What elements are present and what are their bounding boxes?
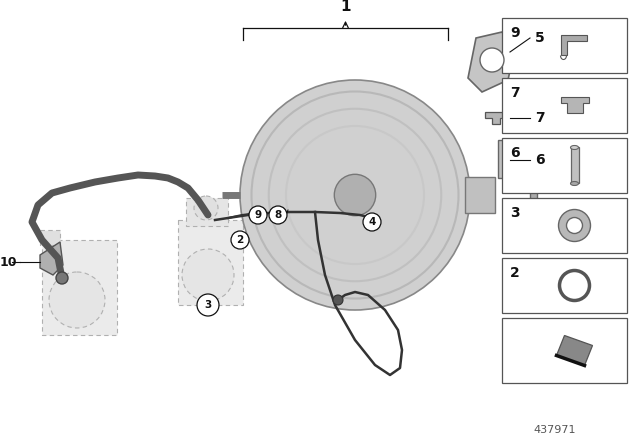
Text: 437971: 437971 — [534, 425, 576, 435]
Circle shape — [231, 231, 249, 249]
Text: 8: 8 — [275, 210, 282, 220]
Circle shape — [49, 272, 105, 328]
Text: 3: 3 — [510, 206, 520, 220]
Polygon shape — [40, 242, 63, 275]
Bar — [178, 220, 243, 305]
Polygon shape — [561, 35, 586, 56]
Text: 1: 1 — [340, 0, 351, 14]
Circle shape — [182, 249, 234, 301]
Circle shape — [56, 272, 68, 284]
Circle shape — [559, 210, 591, 241]
Polygon shape — [468, 32, 514, 92]
Text: 10: 10 — [0, 255, 17, 268]
Circle shape — [559, 271, 589, 301]
Polygon shape — [561, 98, 589, 113]
Text: 5: 5 — [535, 31, 545, 45]
Bar — [42, 240, 117, 335]
Circle shape — [249, 206, 267, 224]
Text: 9: 9 — [510, 26, 520, 40]
Text: 9: 9 — [255, 210, 262, 220]
Bar — [570, 147, 579, 184]
Circle shape — [334, 174, 376, 215]
Bar — [502, 198, 627, 253]
Text: 6: 6 — [535, 153, 545, 167]
Bar — [502, 258, 627, 313]
Circle shape — [269, 206, 287, 224]
Circle shape — [480, 48, 504, 72]
Circle shape — [194, 196, 218, 220]
Bar — [502, 18, 627, 73]
Text: 2: 2 — [236, 235, 244, 245]
Text: 7: 7 — [510, 86, 520, 100]
Circle shape — [197, 294, 219, 316]
Text: 3: 3 — [204, 300, 212, 310]
Bar — [502, 318, 627, 383]
Bar — [502, 138, 627, 193]
Text: 7: 7 — [535, 111, 545, 125]
Circle shape — [366, 216, 378, 228]
Text: 4: 4 — [368, 217, 376, 227]
Circle shape — [333, 295, 343, 305]
Bar — [498, 140, 506, 178]
Polygon shape — [557, 336, 593, 366]
Text: 2: 2 — [510, 266, 520, 280]
Polygon shape — [485, 112, 507, 124]
Bar — [40, 230, 60, 245]
Ellipse shape — [570, 181, 579, 185]
Bar — [502, 78, 627, 133]
Text: 6: 6 — [510, 146, 520, 160]
Bar — [186, 198, 228, 226]
Ellipse shape — [570, 146, 579, 150]
Circle shape — [566, 217, 582, 233]
Bar — [465, 177, 495, 213]
Bar — [530, 140, 537, 250]
Circle shape — [240, 80, 470, 310]
Circle shape — [363, 213, 381, 231]
